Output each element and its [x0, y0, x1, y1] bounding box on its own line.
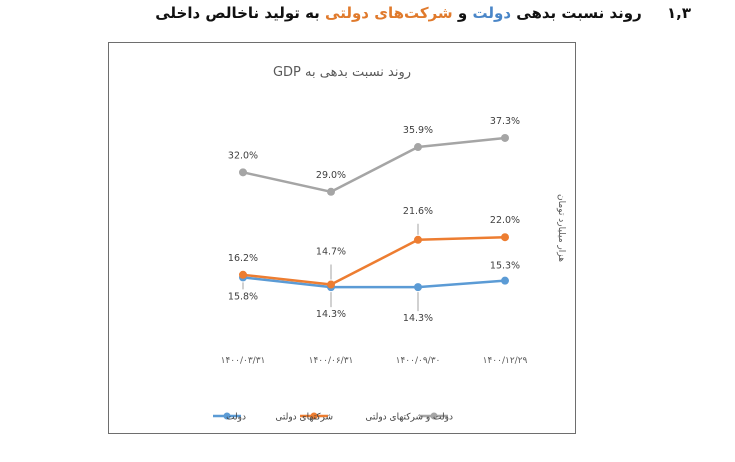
heading-text-government: دولت	[472, 4, 512, 22]
data-point	[501, 276, 509, 285]
legend-marker	[223, 412, 231, 420]
data-point	[501, 233, 509, 242]
data-label: 15.8%	[228, 291, 258, 302]
data-label: 22.0%	[490, 215, 520, 226]
data-point	[327, 187, 335, 196]
data-label: 15.3%	[490, 261, 520, 272]
data-point	[414, 143, 422, 152]
heading-text-state-companies: شرکت‌های دولتی	[325, 4, 453, 22]
series-line	[242, 235, 506, 286]
section-number: ۱,۳	[666, 4, 691, 22]
chart-title: روند نسبت بدهی به GDP	[273, 65, 411, 80]
legend-label: شرکتهای دولتی	[275, 413, 333, 423]
legend-marker	[310, 412, 318, 420]
x-tick-label: ۱۴۰۰/۰۳/۳۱	[221, 356, 266, 366]
data-point	[239, 168, 247, 177]
legend-label: دولت و شرکتهای دولتی	[365, 413, 453, 423]
data-label: 16.2%	[228, 253, 258, 264]
x-tick-label: ۱۴۰۰/۰۹/۳۰	[396, 356, 441, 366]
data-label: 14.3%	[316, 309, 346, 320]
data-point	[414, 235, 422, 244]
data-label: 32.0%	[228, 150, 258, 161]
legend-marker	[430, 412, 438, 420]
data-label: 14.7%	[316, 247, 346, 258]
heading-text-1: روند نسبت بدهی	[516, 4, 642, 22]
data-point	[239, 270, 247, 279]
data-label: 29.0%	[316, 170, 346, 181]
x-tick-label: ۱۴۰۰/۰۶/۳۱	[309, 356, 354, 366]
data-label: 21.6%	[403, 206, 433, 217]
legend-label: دولت	[226, 413, 246, 423]
section-heading: ۱,۳ روند نسبت بدهی دولت و شرکت‌های دولتی…	[155, 4, 691, 22]
heading-text-2: به تولید ناخالص داخلی	[155, 4, 320, 22]
x-tick-label: ۱۴۰۰/۱۲/۲۹	[483, 356, 528, 366]
data-point	[327, 280, 335, 289]
series-line	[242, 276, 506, 289]
debt-gdp-line-chart: روند نسبت بدهی به GDP هزار میلیارد تومان ۱…	[213, 65, 566, 423]
heading-text-and: و	[457, 4, 468, 22]
y-axis-label: هزار میلیارد تومان	[556, 194, 566, 262]
series-line	[242, 136, 506, 194]
chart-frame: روند نسبت بدهی به GDP هزار میلیارد تومان ۱…	[108, 42, 576, 434]
data-point	[501, 133, 509, 142]
data-label: 37.3%	[490, 116, 520, 127]
data-label: 35.9%	[403, 125, 433, 136]
data-point	[414, 283, 422, 292]
data-label: 14.3%	[403, 313, 433, 324]
